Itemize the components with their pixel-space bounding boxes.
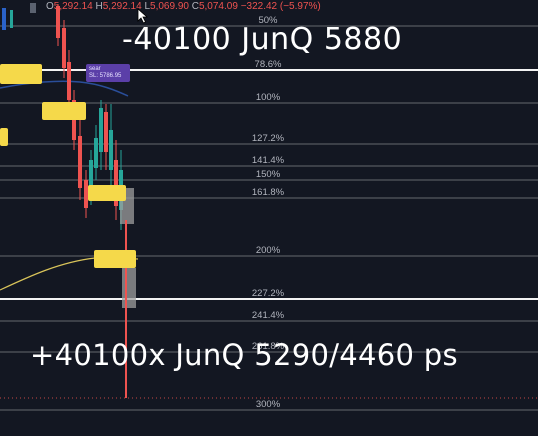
candle [94, 138, 98, 168]
order-tag[interactable] [0, 128, 8, 146]
candle [104, 112, 108, 152]
candle [62, 28, 66, 68]
order-tag[interactable] [0, 64, 42, 84]
fib-level-label: 261.8% [252, 341, 285, 352]
fib-level-label: 127.2% [252, 133, 285, 144]
ohlc-high: 5,292.14 [102, 1, 142, 12]
order-tag[interactable] [88, 185, 126, 201]
fib-level-label: 78.6% [255, 59, 282, 70]
ohlc-open-key: O [46, 1, 54, 12]
order-tag[interactable] [42, 102, 86, 120]
fib-level-label: 141.4% [252, 155, 285, 166]
stop-loss-tag-line2: SL: 5786.95 [89, 73, 122, 79]
candle [56, 6, 60, 38]
fib-level-label: 150% [256, 169, 281, 180]
ohlc-readout: O5,292.14 H5,292.14 L5,069.90 C5,074.09 … [46, 0, 321, 13]
top-overlay-text: -40100 JunQ 5880 [122, 22, 403, 57]
fib-level-label: 200% [256, 245, 281, 256]
candle [2, 8, 6, 30]
bottom-overlay-text: +40100x JunQ 5290/4460 ps [30, 338, 458, 372]
stop-loss-tag[interactable]: sear SL: 5786.95 [86, 64, 130, 82]
order-tag[interactable] [94, 250, 136, 268]
ohlc-close: 5,074.09 [198, 1, 238, 12]
projection-bar [122, 268, 136, 308]
candle [109, 130, 113, 170]
candles [2, 3, 136, 398]
fib-level-label: 300% [256, 399, 281, 410]
stop-loss-tag-line1: sear [89, 66, 101, 72]
candle [99, 108, 103, 152]
ohlc-open: 5,292.14 [53, 1, 93, 12]
fib-level-label: 227.2% [252, 288, 285, 299]
candle [78, 136, 82, 188]
mouse-cursor-icon [137, 8, 149, 24]
candle [114, 160, 118, 206]
fib-level-label: 100% [256, 92, 281, 103]
ohlc-low: 5,069.90 [150, 1, 189, 12]
ohlc-change: −322.42 (−5.97%) [240, 1, 321, 12]
candle [30, 3, 36, 13]
ohlc-low-key: L [144, 1, 151, 12]
candle [84, 180, 88, 208]
candle [67, 62, 71, 100]
fib-level-label: 241.4% [252, 310, 285, 321]
fib-level-label: 50% [258, 15, 278, 26]
fib-level-label: 161.8% [252, 187, 285, 198]
candle [72, 100, 76, 140]
candle [10, 10, 13, 28]
candle [89, 160, 93, 190]
ohlc-close-key: C [191, 1, 199, 12]
ohlc-high-key: H [95, 1, 103, 12]
